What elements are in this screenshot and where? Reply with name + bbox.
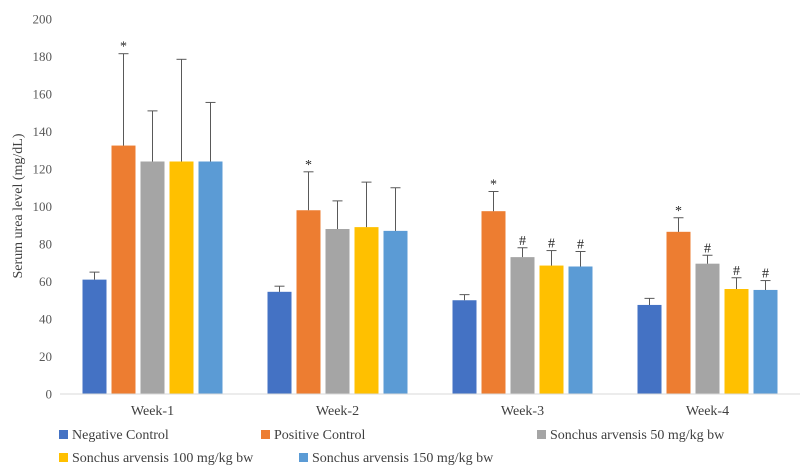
y-tick-label: 200: [33, 12, 53, 27]
significance-marker: #: [762, 267, 769, 282]
x-tick-label: Week-2: [316, 404, 359, 419]
y-tick-label: 40: [39, 312, 52, 327]
bar: [82, 279, 107, 394]
bar: [510, 257, 535, 394]
legend-swatch: [261, 430, 270, 439]
y-tick-label: 100: [33, 199, 53, 214]
y-axis-label: Serum urea level (mg/dL): [11, 133, 26, 278]
legend-label: Positive Control: [274, 428, 366, 443]
y-tick-label: 140: [33, 124, 53, 139]
significance-marker: #: [548, 237, 555, 252]
bar: [169, 161, 194, 394]
bar: [568, 266, 593, 394]
bar: [111, 145, 136, 394]
bar: [325, 229, 350, 394]
legend-swatch: [59, 430, 68, 439]
x-axis-ticks: Week-1 Week-2 Week-3 Week-4: [131, 404, 729, 419]
bar: [753, 289, 778, 394]
plot-area: * * * # # # * # # #: [82, 40, 778, 394]
y-tick-label: 20: [39, 349, 52, 364]
significance-marker: *: [490, 178, 497, 193]
bar: [296, 210, 321, 394]
bar: [481, 211, 506, 394]
legend-label: Sonchus arvensis 50 mg/kg bw: [550, 428, 725, 443]
significance-marker: #: [733, 264, 740, 279]
y-tick-label: 120: [33, 162, 53, 177]
y-tick-label: 0: [46, 387, 53, 402]
significance-marker: *: [120, 40, 127, 55]
legend-swatch: [537, 430, 546, 439]
significance-marker: *: [305, 158, 312, 173]
x-tick-label: Week-3: [501, 404, 544, 419]
bar: [666, 231, 691, 394]
x-tick-label: Week-4: [686, 404, 729, 419]
y-tick-label: 60: [39, 274, 52, 289]
bar: [724, 289, 749, 394]
bar: [452, 300, 477, 394]
y-tick-label: 80: [39, 237, 52, 252]
x-tick-label: Week-1: [131, 404, 174, 419]
legend-label: Sonchus arvensis 100 mg/kg bw: [72, 451, 254, 466]
significance-marker: #: [704, 241, 711, 256]
legend-swatch: [299, 453, 308, 462]
legend-label: Negative Control: [72, 428, 169, 443]
significance-marker: #: [519, 234, 526, 249]
bar: [695, 263, 720, 394]
legend-label: Sonchus arvensis 150 mg/kg bw: [312, 451, 494, 466]
bar: [383, 230, 408, 394]
significance-marker: *: [675, 204, 682, 219]
y-axis-ticks: 0 20 40 60 80 100 120 140 160 180 200: [33, 12, 53, 402]
bar: [267, 291, 292, 394]
bar: [140, 161, 165, 394]
bar: [354, 227, 379, 394]
y-tick-label: 180: [33, 49, 53, 64]
y-tick-label: 160: [33, 87, 53, 102]
bar: [539, 265, 564, 394]
bar: [198, 161, 223, 394]
legend: Negative Control Positive Control Sonchus …: [59, 428, 725, 466]
legend-swatch: [59, 453, 68, 462]
significance-marker: #: [577, 238, 584, 253]
bar: [637, 304, 662, 394]
